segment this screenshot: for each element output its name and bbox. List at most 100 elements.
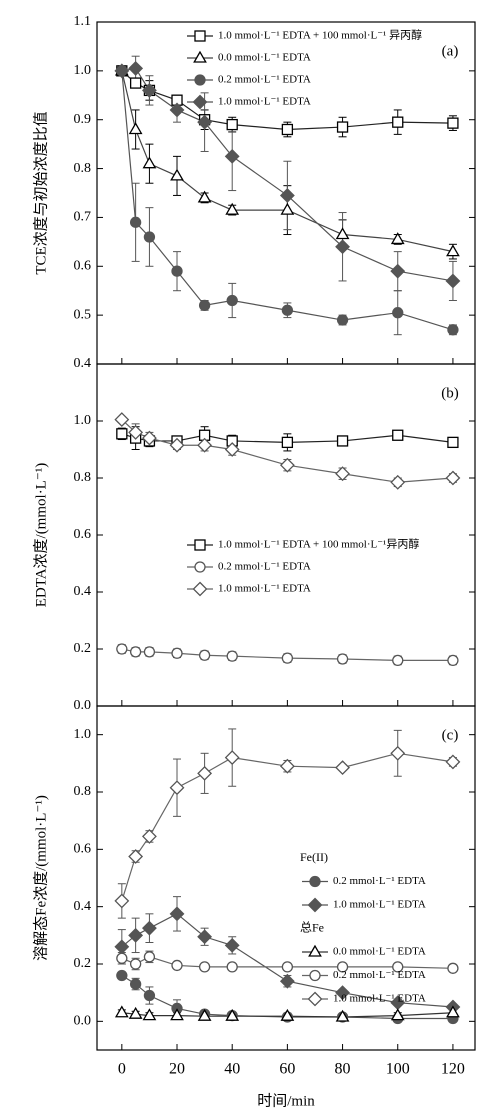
marker <box>170 1008 184 1021</box>
marker <box>128 927 144 943</box>
marker <box>170 168 184 181</box>
marker <box>226 650 238 662</box>
marker <box>114 1005 129 1018</box>
marker <box>280 202 295 215</box>
legend-label: 1.0 mmol·L⁻¹ EDTA + 100 mmol·L⁻¹ 异丙醇 <box>218 28 422 42</box>
marker <box>224 442 240 457</box>
y-tick-label: 0.8 <box>74 784 92 799</box>
x-tick-label: 20 <box>169 1061 185 1078</box>
marker <box>142 829 157 844</box>
marker <box>281 436 294 449</box>
y-tick-label: 0.5 <box>74 307 92 322</box>
panel-label: (a) <box>442 43 459 59</box>
marker <box>142 430 157 446</box>
x-tick-label: 0 <box>118 1061 126 1078</box>
legend-label: 0.2 mmol·L⁻¹ EDTA <box>218 561 311 573</box>
marker <box>197 929 213 945</box>
marker <box>128 1006 143 1019</box>
series-line <box>121 419 453 483</box>
marker <box>445 273 461 289</box>
marker <box>446 1005 460 1018</box>
marker <box>226 961 238 973</box>
marker <box>447 436 459 449</box>
legend-marker <box>307 991 323 1007</box>
x-tick-label: 120 <box>441 1061 465 1078</box>
marker <box>281 304 294 316</box>
series-line <box>121 1012 453 1018</box>
marker <box>116 969 128 982</box>
marker <box>225 1008 240 1021</box>
series-line <box>121 956 453 969</box>
y-tick-label: 0.2 <box>74 956 92 971</box>
y-axis-label: TCE浓度与初始浓度比值 <box>32 111 49 274</box>
marker <box>198 299 211 312</box>
marker <box>171 647 183 659</box>
legend-marker <box>192 94 208 110</box>
marker <box>226 294 238 307</box>
marker <box>335 239 350 255</box>
legend-label: 0.0 mmol·L⁻¹ EDTA <box>218 52 311 64</box>
marker <box>128 849 144 864</box>
marker <box>280 1008 295 1021</box>
marker <box>171 959 183 972</box>
legend-label: 0.0 mmol·L⁻¹ EDTA <box>333 946 426 958</box>
marker <box>392 429 404 441</box>
marker <box>143 989 156 1002</box>
marker <box>114 412 130 427</box>
marker <box>198 961 211 973</box>
y-axis-label: EDTA浓度/(mmol·L⁻¹) <box>32 463 49 608</box>
marker <box>171 265 183 277</box>
y-tick-label: 0.4 <box>74 356 92 371</box>
y-tick-label: 1.0 <box>74 63 92 78</box>
y-tick-label: 0.8 <box>74 470 92 485</box>
marker <box>142 920 157 936</box>
marker <box>392 961 404 973</box>
series-line <box>121 70 453 131</box>
panel-label: (c) <box>442 727 459 743</box>
marker <box>392 654 404 667</box>
marker <box>224 148 240 164</box>
marker <box>129 216 142 228</box>
series-line <box>121 648 453 661</box>
legend-label: 0.2 mmol·L⁻¹ EDTA <box>333 969 426 981</box>
x-tick-label: 40 <box>224 1061 240 1078</box>
plot-frame <box>96 705 476 1051</box>
marker <box>336 121 349 133</box>
y-tick-label: 0.0 <box>74 698 92 713</box>
marker <box>129 958 142 970</box>
marker <box>169 906 185 922</box>
marker <box>447 654 459 667</box>
y-tick-label: 0.6 <box>74 842 92 857</box>
marker <box>142 1008 157 1021</box>
y-axis-label: 溶解态Fe浓度/(mmol·L⁻¹) <box>32 795 49 961</box>
marker <box>336 961 349 973</box>
marker <box>128 424 144 440</box>
x-tick-label: 80 <box>335 1061 351 1078</box>
legend-title: Fe(II) <box>300 850 328 864</box>
series-line <box>121 913 453 1008</box>
series-line <box>121 974 453 1020</box>
marker <box>392 307 404 319</box>
marker <box>129 978 142 990</box>
marker <box>116 643 128 655</box>
marker <box>114 63 130 79</box>
y-tick-label: 0.6 <box>74 527 92 542</box>
x-tick-label: 100 <box>386 1061 410 1078</box>
y-tick-label: 0.4 <box>74 584 92 599</box>
marker <box>447 117 459 129</box>
marker <box>143 646 156 658</box>
legend-label: 1.0 mmol·L⁻¹ EDTA + 100 mmol·L⁻¹异丙醇 <box>218 537 419 551</box>
marker <box>446 244 460 257</box>
marker <box>224 750 240 766</box>
marker <box>143 951 156 963</box>
legend-marker <box>194 30 206 42</box>
marker <box>142 156 157 169</box>
legend-label: 1.0 mmol·L⁻¹ EDTA <box>218 96 311 108</box>
marker <box>390 474 406 490</box>
marker <box>143 231 156 243</box>
legend-marker <box>309 969 321 982</box>
legend-marker <box>307 897 323 913</box>
series-line <box>121 70 454 253</box>
marker <box>169 437 185 453</box>
series-line <box>121 70 454 331</box>
